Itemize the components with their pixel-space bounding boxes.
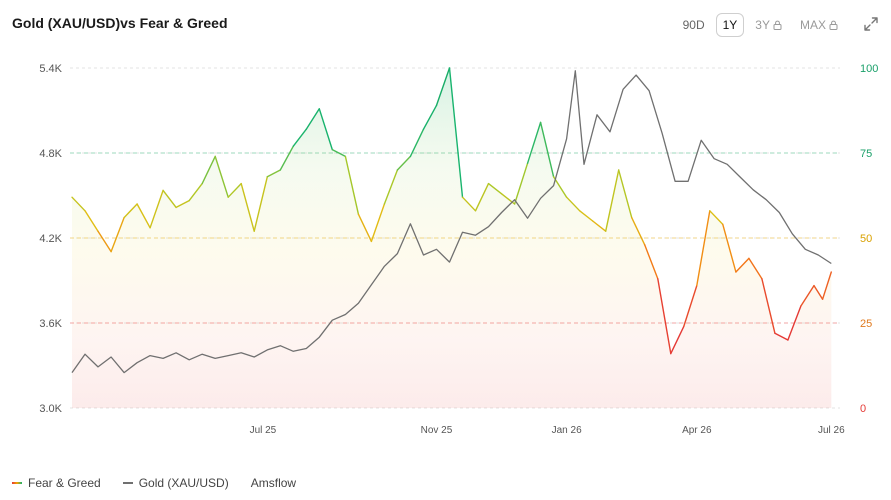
fear-greed-segment [670,325,685,355]
fear-greed-segment [735,257,750,273]
x-tick-label: Apr 26 [682,425,712,436]
fear-greed-line [71,67,832,355]
fear-greed-segment [331,148,347,158]
fear-greed-segment [461,196,477,212]
lock-icon [829,20,838,30]
fear-greed-segment [253,176,268,232]
fear-greed-segment [71,196,86,212]
fear-greed-segment [813,284,824,300]
range-1y-button[interactable]: 1Y [715,13,745,37]
fear-greed-segment [370,203,386,243]
fear-greed-segment [240,182,255,232]
fear-greed-segment [722,223,737,273]
time-range-selector: 90D 1Y 3Y MAX [676,13,845,37]
range-90d-label: 90D [682,18,705,32]
legend-label-fear-greed: Fear & Greed [28,476,101,490]
fear-greed-segment [605,169,620,232]
y-left-tick-label: 4.8K [39,148,62,160]
range-max-label: MAX [799,18,826,32]
range-max-button[interactable]: MAX [793,13,845,37]
legend-item-fear-greed[interactable]: Fear & Greed [12,476,101,490]
legend-source: Amsflow [251,476,296,490]
fear-greed-segment [774,332,789,341]
fear-greed-segment [396,155,412,171]
fear-greed-segment [761,278,776,334]
fear-greed-segment [539,121,555,178]
y-right-tick-label: 25 [860,318,872,330]
source-label: Amsflow [250,476,297,490]
fear-greed-segment [279,145,294,171]
fear-greed-segment [188,182,203,202]
fear-greed-segment [214,155,229,198]
y-left-tick-label: 3.0K [39,403,62,415]
x-tick-label: Jan 26 [552,425,582,436]
x-tick-label: Jul 26 [818,425,845,436]
fear-greed-segment [513,162,529,205]
fear-greed-segment [448,67,464,198]
fear-greed-segment [579,210,594,222]
legend-swatch-gold [122,482,133,484]
fear-greed-segment [305,108,320,130]
fear-greed-segment [84,210,99,232]
fear-greed-segment [409,128,425,158]
fear-greed-segment [149,189,164,229]
fear-greed-segment [644,244,659,280]
fear-greed-segment [123,203,138,219]
range-90d-button[interactable]: 90D [676,13,712,37]
fear-greed-segment [709,210,724,226]
fear-greed-segment [618,169,633,219]
range-3y-label: 3Y [755,18,770,32]
gold-line [71,70,832,374]
range-1y-label: 1Y [722,18,738,32]
x-tick-label: Nov 25 [421,425,453,436]
fear-greed-segment [422,104,438,130]
fear-greed-segment [800,284,815,307]
fear-greed-segment [474,182,490,212]
fear-greed-area [72,68,832,408]
fear-greed-segment [344,155,360,215]
fear-greed-segment [227,182,242,198]
fear-greed-segment [565,196,581,212]
fear-greed-segment [526,121,542,164]
fear-greed-segment [136,203,151,229]
y-right-tick-label: 100 [860,63,878,75]
fear-greed-segment [292,128,307,147]
fear-greed-segment [631,216,646,246]
legend-swatch-fear-greed [12,482,22,484]
fear-greed-segment [787,305,802,341]
fear-greed-segment [201,155,216,185]
x-tick-label: Jul 25 [250,425,277,436]
fear-greed-segment [435,67,451,107]
chart-canvas: 3.0K 3.6K 4.2K 4.8K 5.4K 0 25 50 75 100 Jul 25 Nov … [39,63,878,436]
fear-greed-segment [683,284,698,328]
fear-greed-segment [266,169,281,178]
y-left-tick-label: 3.6K [39,318,62,330]
fear-greed-segment [383,169,399,205]
y-right-tick-label: 50 [860,233,872,245]
expand-icon[interactable] [863,16,879,32]
fear-greed-segment [592,220,607,232]
y-right-tick-label: 0 [860,403,866,415]
legend: Fear & Greed Gold (XAU/USD) Amsflow [12,476,318,490]
fear-greed-segment [357,213,373,243]
legend-item-gold[interactable]: Gold (XAU/USD) [122,476,229,490]
fear-greed-segment [318,108,333,151]
legend-label-gold: Gold (XAU/USD) [138,476,229,490]
fear-greed-segment [162,189,177,209]
y-left-tick-label: 4.2K [39,233,62,245]
chart-title: Gold (XAU/USD)vs Fear & Greed [12,15,228,31]
lock-icon [773,20,782,30]
fear-greed-segment [821,271,832,300]
fear-greed-segment [175,199,190,209]
y-left-tick-label: 5.4K [39,63,62,75]
fear-greed-segment [97,230,112,253]
fear-greed-segment [487,182,503,195]
fear-greed-segment [748,257,763,280]
fear-greed-segment [696,210,711,287]
range-3y-button[interactable]: 3Y [748,13,789,37]
fear-greed-segment [110,216,125,253]
y-right-tick-label: 75 [860,148,872,160]
fear-greed-segment [657,278,672,355]
